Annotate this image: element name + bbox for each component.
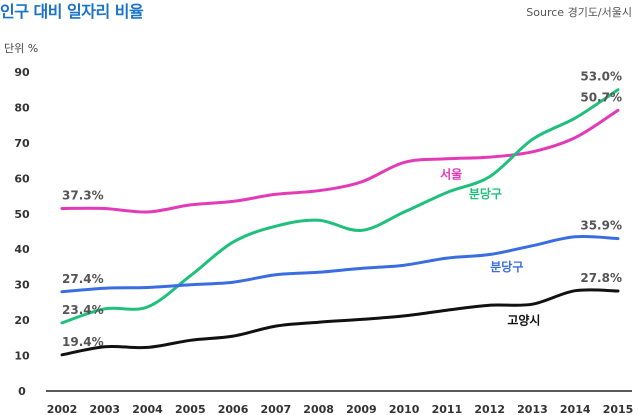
y-tick-label: 50 <box>14 208 30 221</box>
x-tick-label: 2012 <box>474 403 505 415</box>
data-label: 27.4% <box>62 272 104 286</box>
x-tick-label: 2015 <box>603 403 634 415</box>
y-tick-label: 30 <box>14 279 30 292</box>
y-tick-label: 90 <box>14 66 30 79</box>
y-tick-label: 10 <box>14 350 30 363</box>
x-tick-label: 2013 <box>517 403 548 415</box>
x-tick-label: 2011 <box>432 403 463 415</box>
y-tick-label: 70 <box>14 137 30 150</box>
x-tick-label: 2004 <box>132 403 163 415</box>
data-labels: 37.3% 23.4% 27.4% 19.4% 53.0% 50.7% 35.9% 27.8%… <box>62 70 622 349</box>
y-tick-label: 60 <box>14 172 30 185</box>
data-label: 50.7% <box>580 90 622 104</box>
x-tick-label: 2010 <box>389 403 420 415</box>
data-label: 53.0% <box>580 70 622 84</box>
data-label: 27.8% <box>580 271 622 285</box>
x-tick-label: 2008 <box>303 403 334 415</box>
y-tick-label: 0 <box>18 385 26 398</box>
y-axis-unit: 단위 % <box>4 42 39 55</box>
x-tick-label: 2002 <box>47 403 78 415</box>
y-axis-ticks: 0 10 20 30 40 50 60 70 80 90 <box>14 66 30 398</box>
x-tick-label: 2007 <box>261 403 292 415</box>
y-tick-label: 40 <box>14 243 30 256</box>
x-tick-label: 2005 <box>175 403 206 415</box>
x-axis-ticks: 2002 2003 2004 2005 2006 2007 2008 2009 2010 2011… <box>47 403 634 415</box>
series-line-3 <box>60 288 620 357</box>
x-tick-label: 2006 <box>218 403 249 415</box>
chart-source: Source 경기도/서울시 <box>526 6 632 19</box>
series-lines <box>60 88 620 357</box>
series-name-label: 서울 <box>440 167 462 182</box>
x-tick-label: 2003 <box>89 403 120 415</box>
x-tick-label: 2009 <box>346 403 377 415</box>
y-tick-label: 20 <box>14 314 30 327</box>
data-label: 19.4% <box>62 335 104 349</box>
series-line-2 <box>60 235 620 294</box>
chart-title: 인구 대비 일자리 비율 <box>0 2 144 21</box>
data-label: 23.4% <box>62 303 104 317</box>
series-line-1 <box>60 88 620 325</box>
series-name-label: 고양시 <box>507 312 540 327</box>
series-name-label: 분당구 <box>490 259 523 274</box>
series-line-0 <box>60 108 620 214</box>
x-tick-label: 2014 <box>560 403 591 415</box>
data-label: 35.9% <box>580 219 622 233</box>
series-name-label: 분당구 <box>469 186 502 201</box>
data-label: 37.3% <box>62 188 104 202</box>
y-tick-label: 80 <box>14 101 30 114</box>
